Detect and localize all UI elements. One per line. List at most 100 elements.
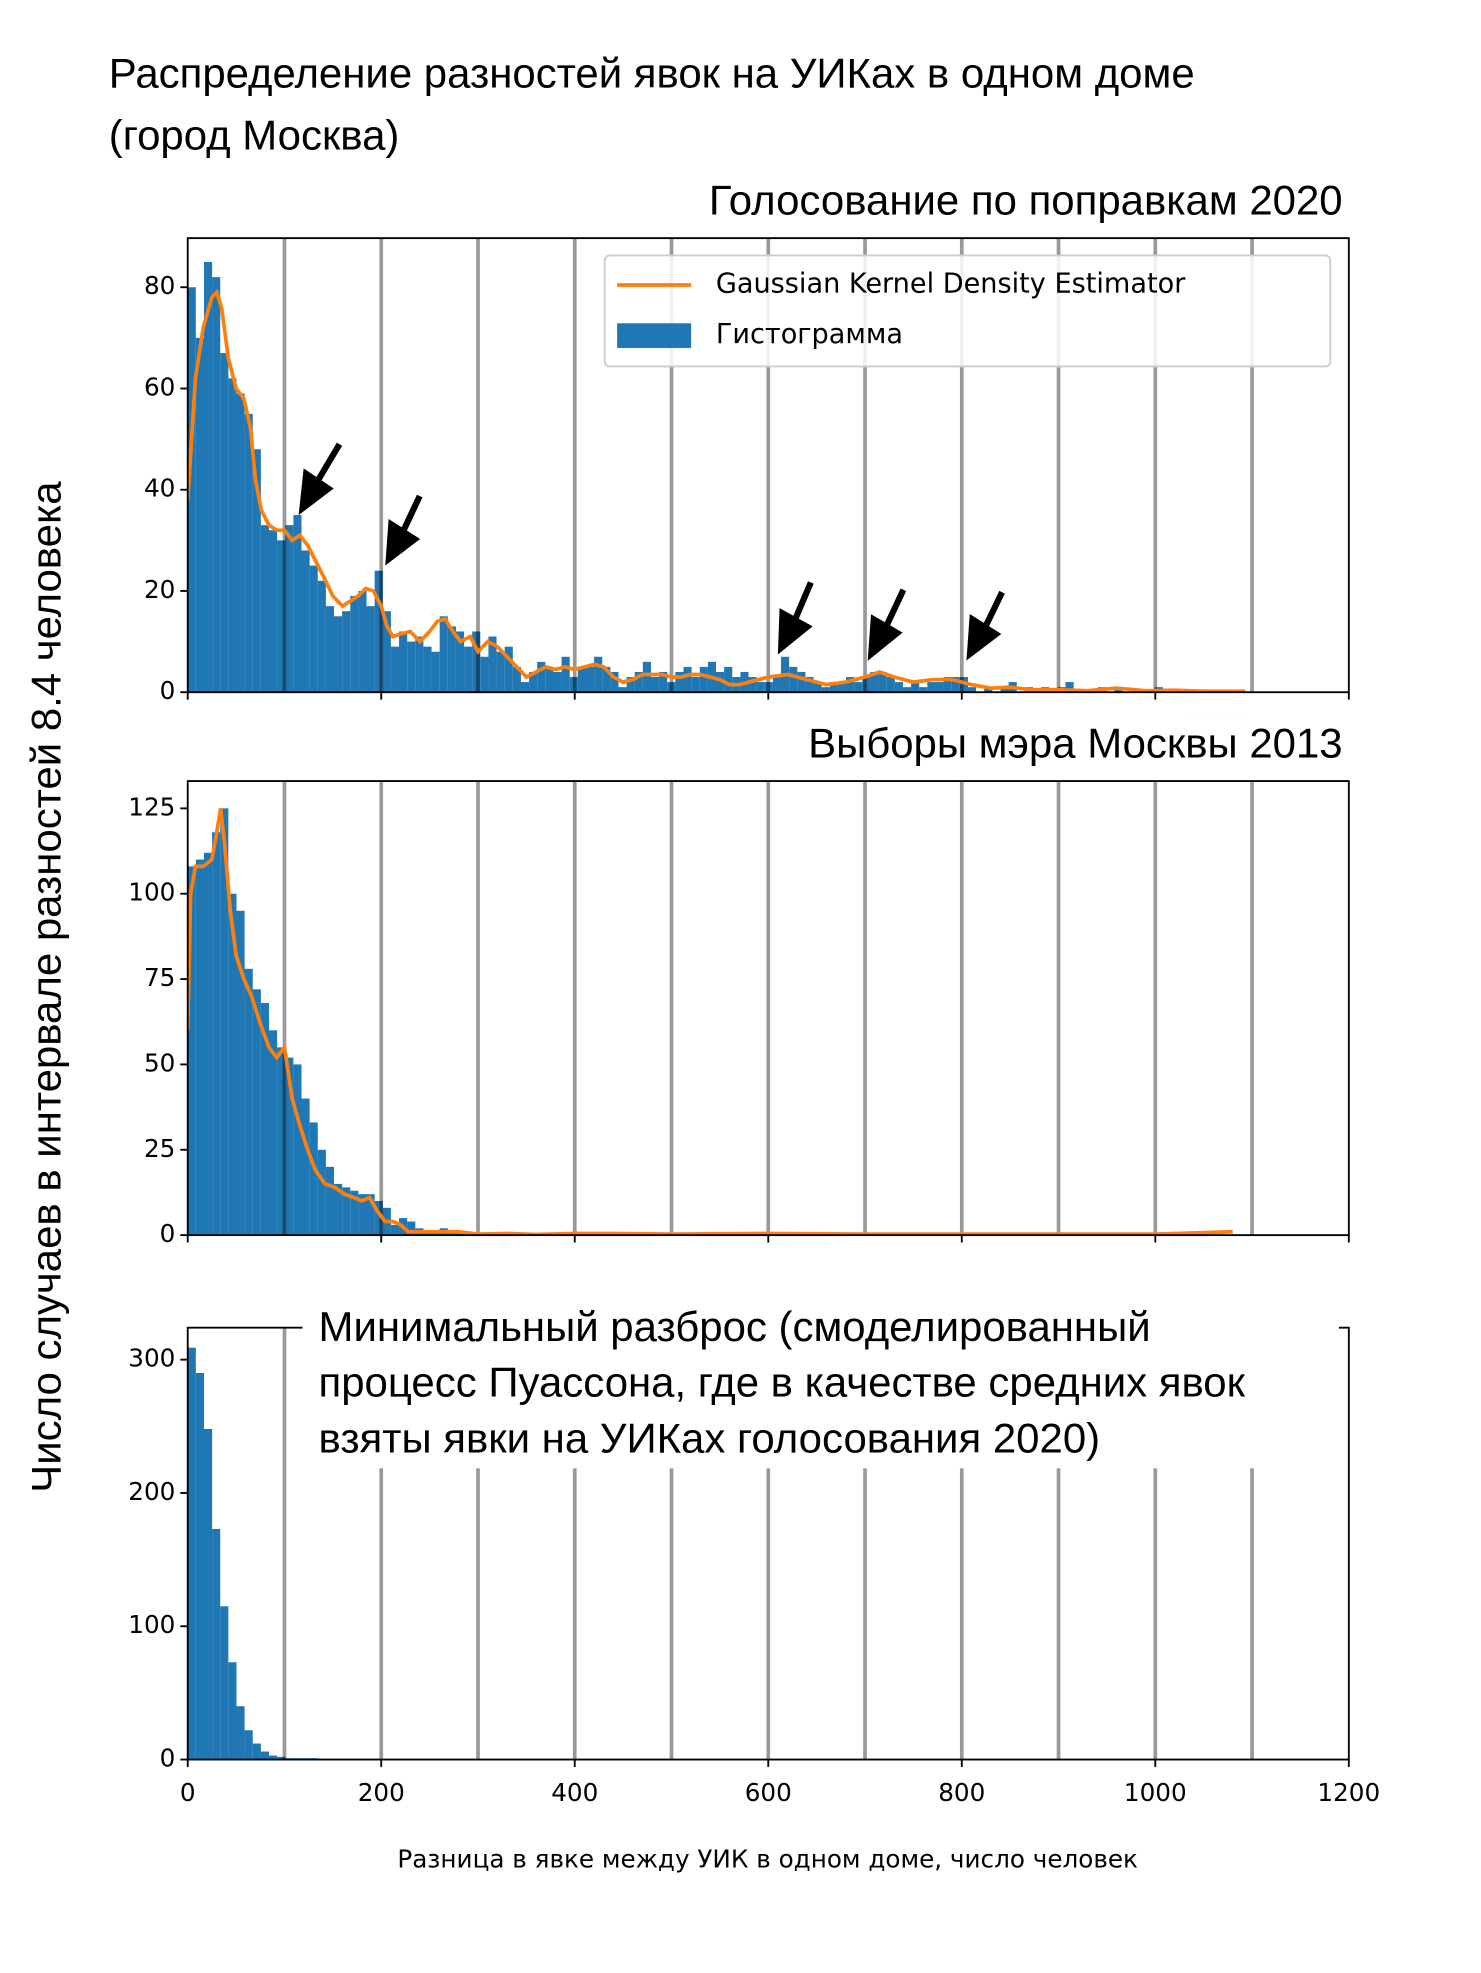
bar (268, 530, 278, 693)
x-tick-label: 600 (745, 1778, 792, 1807)
bar (228, 378, 237, 693)
bar (244, 1730, 253, 1760)
bar (585, 666, 595, 693)
bar (260, 525, 269, 693)
bar (919, 687, 928, 693)
plots: 0 20 40 60 80 Голосование по поправкам 2020 Ga… (128, 177, 1380, 1807)
bar (334, 1183, 343, 1236)
bar (203, 852, 213, 1236)
bar (358, 590, 367, 693)
bar (748, 677, 757, 693)
bar (870, 671, 879, 693)
y-tick-label: 60 (144, 372, 175, 401)
bar (935, 682, 944, 693)
bar (390, 646, 400, 693)
x-tick-label: 400 (551, 1778, 598, 1807)
bar (268, 1755, 278, 1760)
y-tick-label: 0 (160, 676, 176, 705)
arrow (980, 590, 1005, 632)
legend-label: Гистограмма (716, 319, 903, 350)
bar (545, 666, 554, 693)
bar (504, 646, 513, 693)
bar (439, 616, 448, 693)
bar (1065, 682, 1074, 693)
bar (244, 968, 253, 1236)
bar (334, 616, 343, 693)
arrow (398, 494, 423, 537)
bar (187, 287, 196, 693)
y-tick-label: 0 (160, 1219, 176, 1248)
bar (464, 646, 473, 693)
bar (317, 1149, 326, 1236)
arrow (790, 581, 814, 625)
bar (252, 989, 261, 1236)
bar (659, 671, 668, 693)
bar (959, 677, 968, 693)
bar (374, 570, 383, 693)
bar (837, 682, 847, 693)
bar (789, 666, 798, 693)
bar (951, 677, 960, 693)
arrow-head (385, 519, 421, 566)
y-tick-label: 125 (128, 792, 175, 821)
y-tick-label: 50 (144, 1048, 175, 1077)
bar (285, 1057, 294, 1236)
bar (260, 1751, 269, 1760)
bar (886, 677, 895, 693)
bar (634, 671, 643, 693)
bar (358, 1194, 367, 1236)
bar (309, 565, 318, 693)
kde-line (187, 288, 1246, 693)
arrow-head (777, 608, 813, 655)
bar (927, 682, 936, 693)
panel-title: процесс Пуассона, где в качестве средних… (319, 1359, 1246, 1406)
annotation-box (302, 1305, 1339, 1469)
bar (650, 677, 660, 693)
bar (203, 1428, 213, 1760)
arrow (313, 442, 343, 486)
bar (325, 606, 335, 693)
panel-title: Минимальный разброс (смоделированный (319, 1303, 1151, 1350)
bar (203, 261, 213, 693)
bar (943, 677, 952, 693)
bar (268, 1030, 278, 1236)
arrow-head (298, 468, 334, 516)
bar (862, 677, 871, 693)
bar (301, 550, 310, 693)
x-tick-label: 1000 (1124, 1778, 1187, 1807)
bar (399, 631, 408, 693)
bar (512, 666, 521, 693)
bar (496, 651, 505, 693)
bar (252, 1743, 261, 1760)
bar (350, 1190, 359, 1236)
bar (236, 910, 245, 1236)
y-tick-label: 40 (144, 474, 175, 503)
bar (350, 596, 359, 693)
bar (488, 636, 497, 693)
bar (366, 606, 375, 693)
bar (244, 413, 253, 693)
arrow-head (966, 614, 1002, 661)
bar (236, 1706, 245, 1760)
kde-line (187, 808, 1233, 1236)
bar (301, 1098, 310, 1236)
bar (667, 682, 676, 693)
bar (220, 353, 229, 693)
bar (626, 677, 635, 693)
bar (854, 682, 863, 693)
bar (878, 671, 887, 693)
panel: 0 100 200 300 0 200 400 600 800 1000 1200 Минимальн… (128, 1303, 1380, 1807)
bar (756, 682, 765, 693)
bar (317, 580, 326, 693)
y-tick-label: 80 (144, 271, 175, 300)
bar (894, 682, 903, 693)
bar (195, 859, 204, 1236)
bar (455, 631, 465, 693)
bar (407, 641, 416, 693)
bar (602, 666, 611, 693)
bar (829, 682, 838, 693)
legend-swatch (617, 323, 692, 348)
y-tick-label: 100 (128, 878, 175, 907)
bar (699, 666, 708, 693)
